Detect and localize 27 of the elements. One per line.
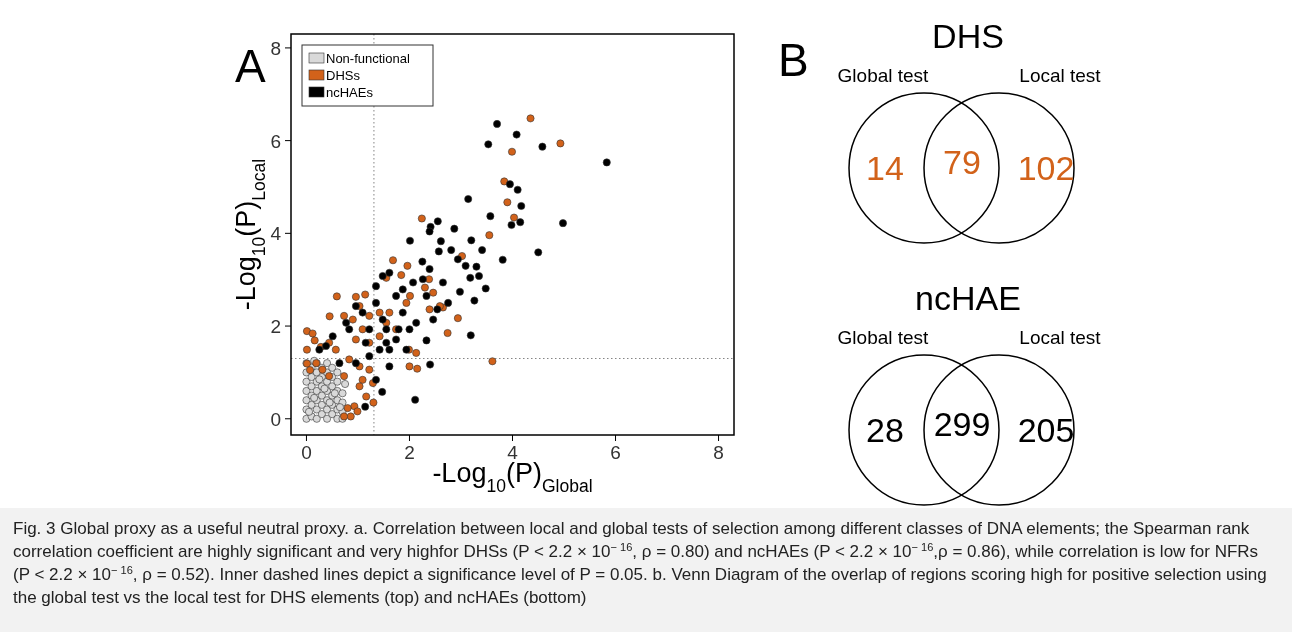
text: A (235, 40, 266, 92)
category-label: Global test (837, 65, 930, 86)
category-label: Local test (1019, 327, 1102, 348)
data-label: 205 (1017, 411, 1075, 449)
text: B (778, 34, 809, 86)
data-label: 79 (943, 143, 981, 181)
y-tick-label: 2 (270, 316, 281, 338)
data-label: 14 (866, 149, 904, 187)
text: DHS (932, 17, 1004, 55)
x-tick-label: 8 (713, 442, 724, 463)
category-label: Local test (1019, 65, 1102, 86)
x-tick-label: 2 (404, 442, 415, 463)
y-tick-label: 8 (270, 37, 281, 59)
category-label: Global test (837, 327, 930, 348)
y-tick-label: 4 (270, 223, 282, 245)
text: ncHAE (915, 279, 1021, 317)
y-tick-label: 6 (270, 130, 281, 152)
data-label: 28 (866, 411, 904, 449)
legend-label: Non-functional (326, 51, 410, 66)
legend-label: DHSs (326, 68, 361, 83)
x-tick-label: 6 (610, 442, 621, 463)
legend-label: ncHAEs (326, 85, 374, 100)
data-label: 102 (1017, 149, 1075, 187)
text: Fig. 3 Global proxy as a useful neutral proxy. a. Correlation between local and global tests of selection among different classes of DNA elements; the Spearman rank correlation coefficient are highly significant and very highfor DHSs (P < 2.2 × 10$^{− 16}$, ρ = 0.80) and ncHAEs (P < 2.2 × 10$^{− 16}$,ρ = 0.86), while correlation is low for NFRs (P < 2.2 × 10$^{− 16}$, ρ = 0.52). Inner dashed lines depict a significance level of P = 0.05. b. Venn Diagram of the overlap of regions scoring high for positive selection using the global test vs the local test for DHS elements (top) and ncHAEs (bottom) (13, 519, 1267, 607)
y-tick-label: 0 (270, 408, 281, 430)
x-tick-label: 0 (301, 442, 312, 463)
data-label: 299 (933, 405, 991, 443)
